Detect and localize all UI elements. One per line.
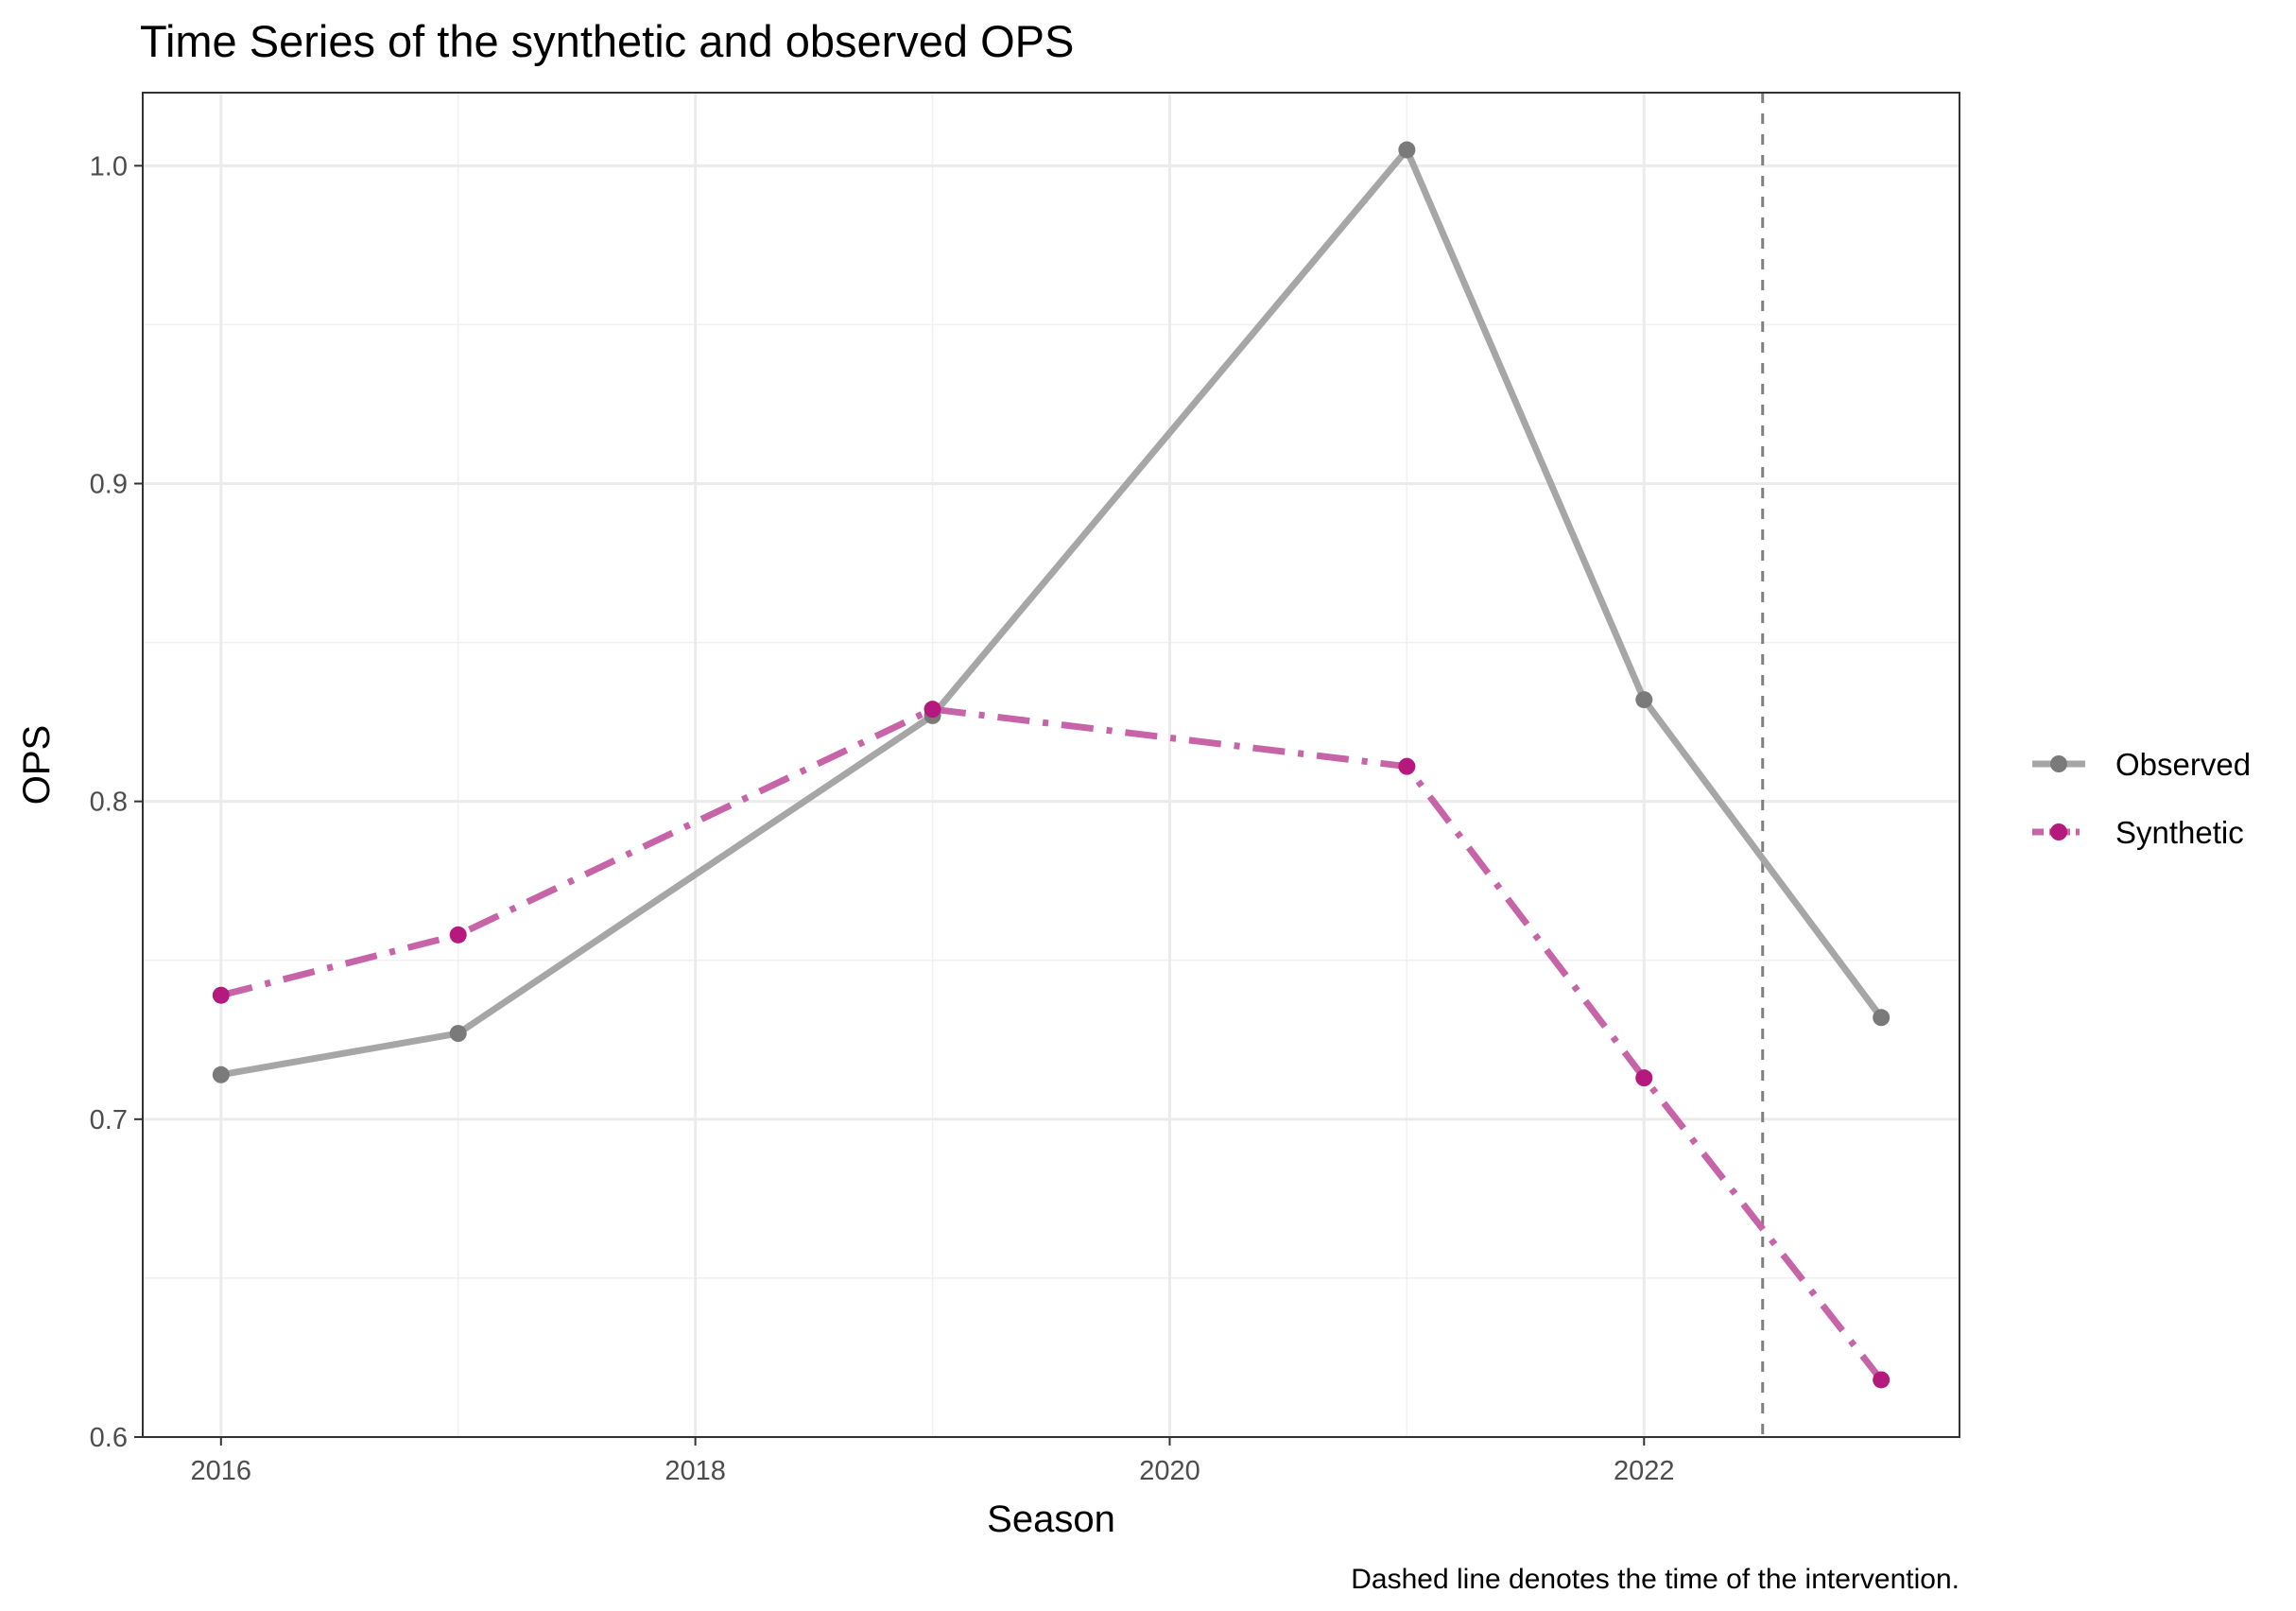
legend: Observed Synthetic [2032, 747, 2251, 850]
series-point-synthetic [1398, 757, 1416, 775]
series-point-observed [1635, 691, 1653, 709]
y-tick-label: 0.7 [90, 1105, 128, 1135]
series-point-synthetic [1873, 1371, 1890, 1389]
x-tick-label: 2018 [665, 1456, 726, 1486]
axis-layer: 2016 2018 2020 2022 0.6 0.7 0.8 0.9 1.0 [90, 151, 1675, 1486]
x-tick-label: 2020 [1139, 1456, 1200, 1486]
y-tick-label: 0.8 [90, 788, 128, 818]
chart-title: Time Series of the synthetic and observe… [140, 16, 1074, 66]
legend-label: Observed [2115, 747, 2251, 782]
series-point-observed [1873, 1009, 1890, 1027]
series-point-observed [1398, 141, 1416, 159]
y-tick-label: 1.0 [90, 151, 128, 182]
legend-label: Synthetic [2115, 815, 2244, 850]
series-point-synthetic [924, 701, 941, 719]
y-axis-title: OPS [16, 725, 58, 805]
y-tick-label: 0.6 [90, 1423, 128, 1453]
x-tick-label: 2022 [1614, 1456, 1675, 1486]
series-point-observed [449, 1025, 467, 1043]
series-point-synthetic [212, 986, 230, 1004]
series-point-synthetic [1635, 1069, 1653, 1087]
legend-key-point [2050, 823, 2067, 840]
series-point-observed [212, 1065, 230, 1083]
x-axis-title: Season [987, 1498, 1115, 1540]
x-tick-label: 2016 [191, 1456, 252, 1486]
series-line-observed [220, 147, 1885, 1079]
plot-panel-border [142, 92, 1960, 1438]
caption: Dashed line denotes the time of the inte… [1351, 1564, 1959, 1595]
series-layer [212, 141, 1890, 1389]
y-tick-label: 0.9 [90, 469, 128, 499]
legend-key-point [2050, 755, 2067, 772]
series-point-synthetic [449, 926, 467, 944]
series-line-synthetic [219, 705, 1884, 1382]
